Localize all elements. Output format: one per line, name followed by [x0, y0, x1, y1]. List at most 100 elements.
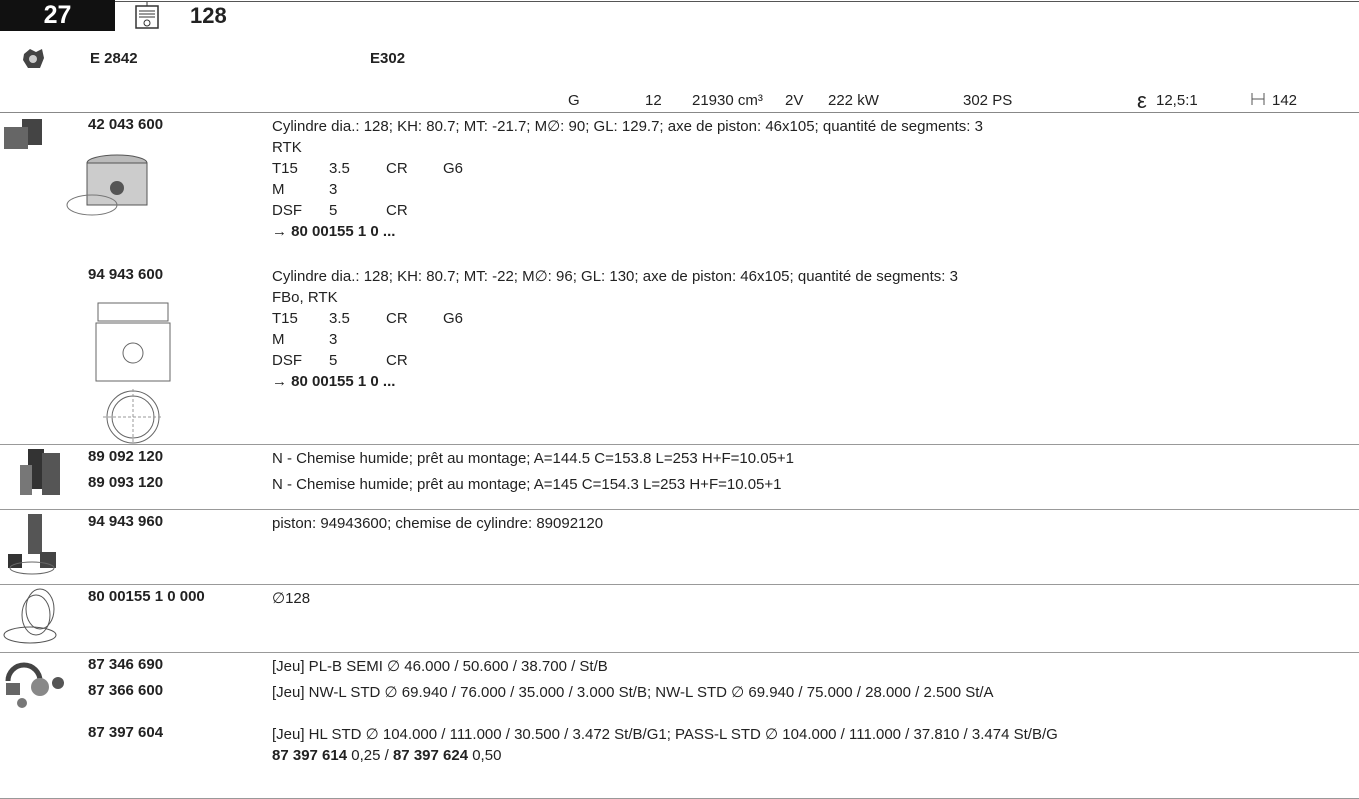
section: 87 346 690 [Jeu] PL-B SEMI ∅ 46.000 / 50.…	[0, 653, 1359, 799]
description: Cylindre dia.: 128; KH: 80.7; MT: -21.7;…	[272, 118, 983, 135]
note: RTK	[272, 139, 302, 156]
bore: 128	[190, 3, 227, 28]
part-image	[8, 514, 56, 575]
part-image	[66, 154, 148, 216]
part-number: 94 943 960	[88, 513, 164, 530]
item: 89 093 120 N - Chemise humide; prêt au mo…	[0, 471, 1359, 497]
part-number: 87 346 690	[88, 656, 164, 673]
reference: → 80 00155 1 0 ...	[272, 373, 396, 390]
spec: 2V	[785, 92, 804, 109]
spec-cell: M	[272, 331, 285, 348]
part-image	[0, 510, 70, 584]
spec-cell: M	[272, 181, 285, 198]
part-image	[3, 588, 57, 644]
spec-row: T15 3.5 CR G6	[272, 158, 1359, 179]
variant-number: 87 397 624	[392, 747, 469, 764]
part-number: 89 093 120	[88, 474, 164, 491]
spec-cell: 5	[329, 352, 338, 369]
part-image	[95, 302, 171, 445]
item: 80 00155 1 0 000 ∅128	[0, 585, 1359, 645]
description: N - Chemise humide; prêt au montage; A=1…	[272, 450, 795, 467]
item: 94 943 600 Cylindre dia.: 128; KH: 80.7; …	[0, 263, 1359, 443]
spec-cell: T15	[272, 160, 298, 177]
length: 142	[1272, 92, 1298, 109]
engine-icon	[23, 49, 44, 68]
spec-cell: CR	[386, 310, 408, 327]
item: 87 346 690 [Jeu] PL-B SEMI ∅ 46.000 / 50.…	[0, 653, 1359, 679]
spec: 12	[645, 92, 662, 109]
length-icon	[1251, 93, 1265, 105]
spec: G	[568, 92, 580, 109]
variant-value: 0,25	[351, 747, 381, 764]
description: [Jeu] NW-L STD ∅ 69.940 / 76.000 / 35.00…	[272, 684, 994, 701]
part-image	[20, 449, 60, 495]
spec-cell: T15	[272, 310, 298, 327]
rule	[0, 112, 1359, 113]
item: 87 366 600 [Jeu] NW-L STD ∅ 69.940 / 76.0…	[0, 679, 1359, 721]
section: 94 943 960 piston: 94943600; chemise de c…	[0, 510, 1359, 585]
spec-cell: 3	[329, 331, 338, 348]
part-image	[4, 119, 42, 149]
separator: /	[384, 747, 389, 764]
description: piston: 94943600; chemise de cylindre: 8…	[272, 515, 604, 532]
part-details: [Jeu] NW-L STD ∅ 69.940 / 76.000 / 35.00…	[272, 682, 1359, 703]
part-number: 80 00155 1 0 000	[88, 588, 205, 605]
spec-cell: 3	[329, 181, 338, 198]
part-number: 87 397 604	[88, 724, 164, 741]
item: 89 092 120 N - Chemise humide; prêt au mo…	[0, 445, 1359, 471]
engine: E 2842	[90, 50, 138, 67]
variant-value: 0,50	[472, 747, 502, 764]
rule	[115, 1, 1359, 2]
part-image	[0, 445, 70, 509]
item: 42 043 600 Cylindre dia.: 128; KH: 80.7; …	[0, 113, 1359, 263]
reference: → 80 00155 1 0 ...	[272, 223, 396, 240]
spec-cell: 3.5	[329, 160, 350, 177]
sections: 42 043 600 Cylindre dia.: 128; KH: 80.7; …	[0, 113, 1359, 799]
spec-cell: CR	[386, 352, 408, 369]
section: 89 092 120 N - Chemise humide; prêt au mo…	[0, 445, 1359, 510]
part-image	[5, 662, 64, 708]
part-details: Cylindre dia.: 128; KH: 80.7; MT: -22; M…	[272, 266, 1359, 392]
part-number: 94 943 600	[88, 266, 164, 283]
variant-number: 87 397 614	[272, 747, 348, 764]
part-number: 42 043 600	[88, 116, 164, 133]
part-details: N - Chemise humide; prêt au montage; A=1…	[272, 448, 1359, 469]
description: N - Chemise humide; prêt au montage; A=1…	[272, 476, 782, 493]
spec-cell: DSF	[272, 352, 302, 369]
spec-row: DSF 5 CR	[272, 200, 1359, 221]
part-number: 87 366 600	[88, 682, 164, 699]
engine-code: E302	[370, 50, 406, 67]
item: 94 943 960 piston: 94943600; chemise de c…	[0, 510, 1359, 570]
note: FBo, RTK	[272, 289, 338, 306]
spec-cell: G6	[443, 310, 464, 327]
piston-icon	[135, 2, 159, 29]
spec-cell: 3.5	[329, 310, 350, 327]
part-image	[0, 585, 70, 659]
part-details: [Jeu] HL STD ∅ 104.000 / 111.000 / 30.50…	[272, 724, 1359, 766]
description: Cylindre dia.: 128; KH: 80.7; MT: -22; M…	[272, 268, 958, 285]
part-details: [Jeu] PL-B SEMI ∅ 46.000 / 50.600 / 38.7…	[272, 656, 1359, 677]
compression: 12,5:1	[1156, 92, 1198, 109]
part-image	[0, 653, 70, 717]
spec: 302 PS	[963, 92, 1013, 109]
part-number: 89 092 120	[88, 448, 164, 465]
part-details: ∅128	[272, 588, 1359, 609]
description: [Jeu] PL-B SEMI ∅ 46.000 / 50.600 / 38.7…	[272, 658, 608, 675]
spec-cell: G6	[443, 160, 464, 177]
part-details: piston: 94943600; chemise de cylindre: 8…	[272, 513, 1359, 534]
spec-cell: DSF	[272, 202, 302, 219]
page-number: 27	[0, 0, 115, 31]
part-details: Cylindre dia.: 128; KH: 80.7; MT: -21.7;…	[272, 116, 1359, 242]
description: ∅128	[272, 590, 311, 607]
spec-row: T15 3.5 CR G6	[272, 308, 1359, 329]
variants: 87 397 614 0,25 / 87 397 624 0,50	[272, 745, 1359, 766]
spec: 222 kW	[828, 92, 879, 109]
part-details: N - Chemise humide; prêt au montage; A=1…	[272, 474, 1359, 495]
section: 80 00155 1 0 000 ∅128	[0, 585, 1359, 653]
spec-cell: 5	[329, 202, 338, 219]
spec-cell: CR	[386, 160, 408, 177]
description: [Jeu] HL STD ∅ 104.000 / 111.000 / 30.50…	[272, 726, 1058, 743]
spec-row: DSF 5 CR	[272, 350, 1359, 371]
